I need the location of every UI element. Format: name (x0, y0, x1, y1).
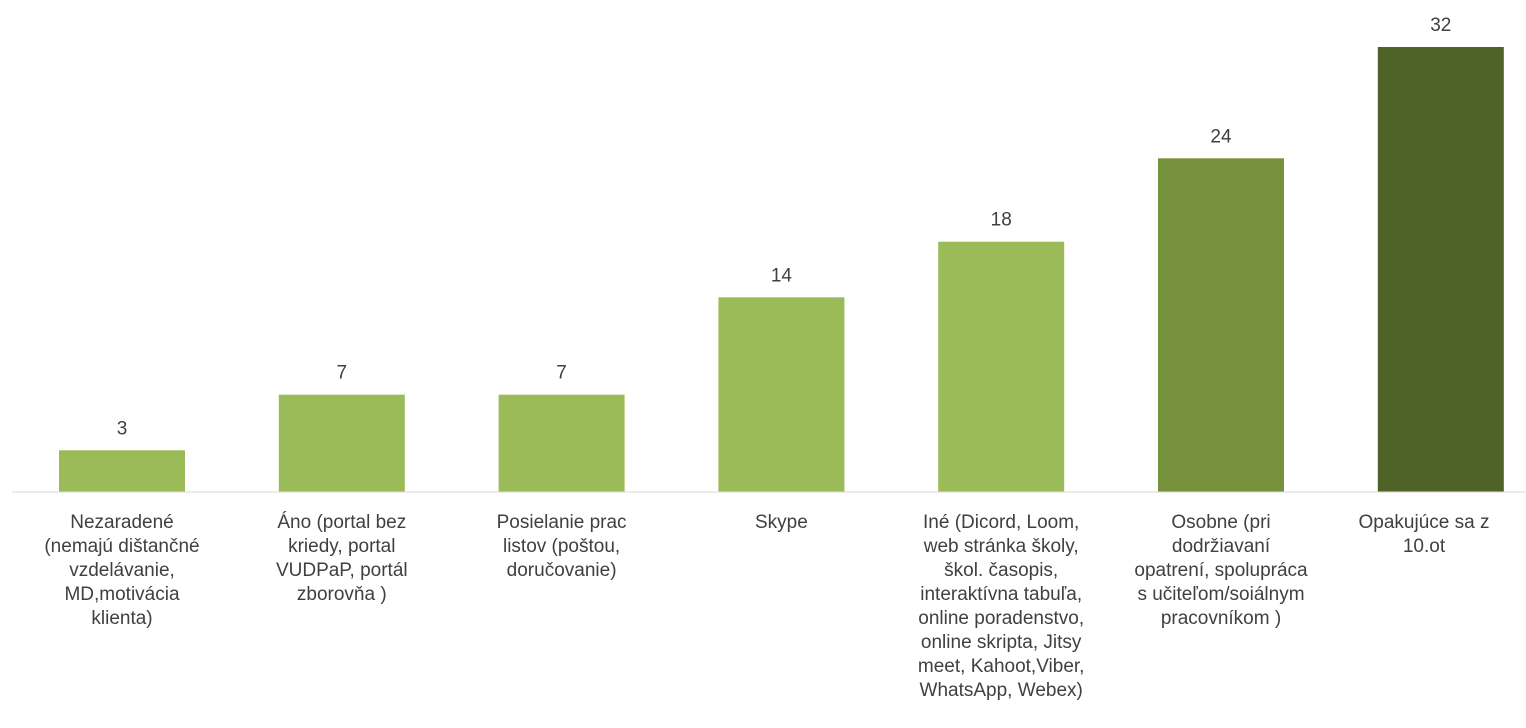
data-label-4: 14 (771, 265, 793, 286)
category-label-3: Posielanie prac listov (poštou, doručova… (496, 512, 627, 581)
data-label-6: 24 (1210, 126, 1232, 147)
bar-3 (498, 394, 625, 492)
data-label-2: 7 (337, 363, 348, 384)
bar-6 (1158, 158, 1284, 493)
category-label-5: Iné (Dicord, Loom, web stránka školy, šk… (917, 512, 1085, 701)
data-label-5: 18 (991, 210, 1012, 231)
category-label-1: Nezaradené (nemajú dištančné vzdelávanie… (44, 512, 200, 629)
data-label-1: 3 (117, 418, 128, 439)
category-label-7: Opakujúce sa z 10.ot (1358, 512, 1490, 557)
bar-7 (1377, 47, 1504, 492)
bar-2 (278, 394, 405, 492)
bar-1 (59, 450, 185, 492)
bars-group (59, 47, 1504, 493)
bar-4 (718, 297, 845, 492)
data-label-7: 32 (1430, 15, 1451, 36)
category-label-6: Osobne (pri dodržiavaní opatrení, spolup… (1134, 512, 1308, 629)
data-label-3: 7 (556, 363, 567, 384)
bar-5 (938, 241, 1065, 492)
value-labels-group: 3 7 7 14 18 24 32 (117, 15, 1452, 439)
category-label-4: Skype (754, 512, 808, 533)
category-label-2: Áno (portal bez kriedy, portal VUDPaP, p… (275, 512, 408, 605)
